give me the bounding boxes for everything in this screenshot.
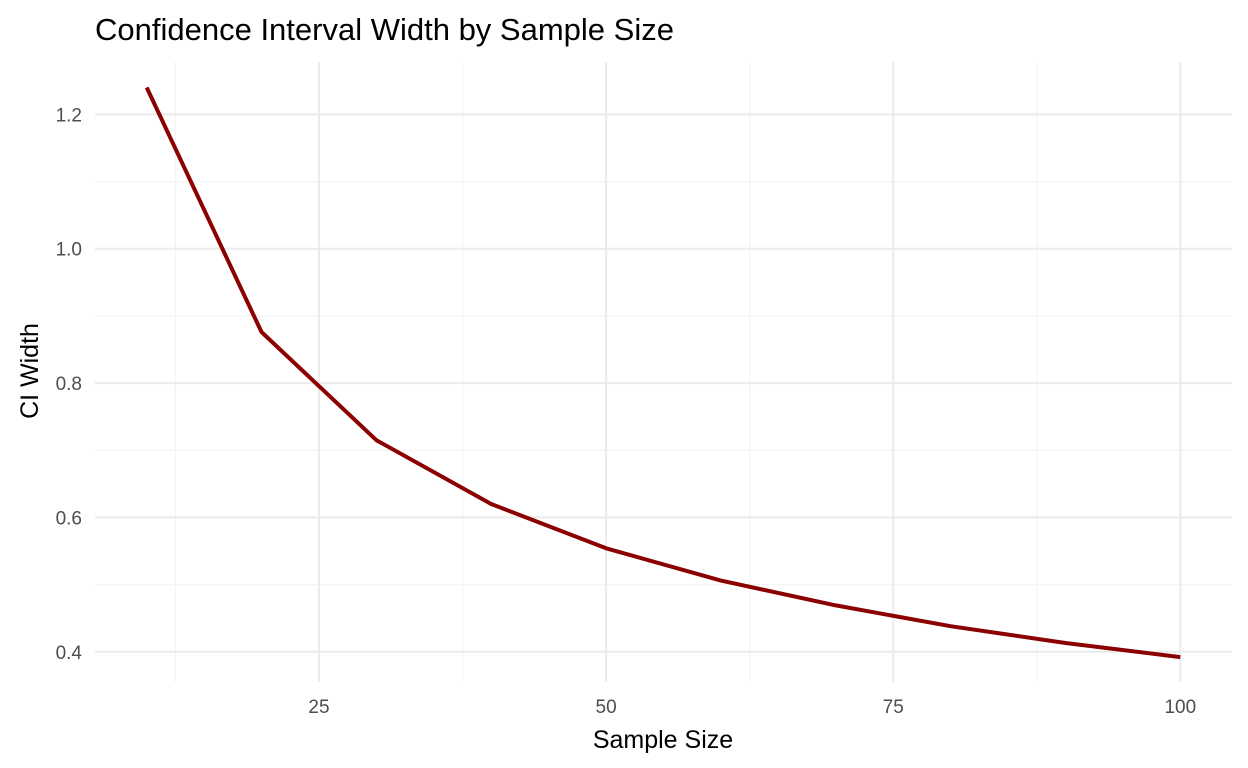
- grid: [95, 62, 1232, 682]
- y-tick-label: 0.8: [56, 374, 82, 395]
- x-tick-label: 75: [883, 697, 904, 718]
- x-tick-label: 50: [596, 697, 617, 718]
- y-tick-label: 1.0: [56, 240, 82, 261]
- x-axis-title: Sample Size: [593, 726, 733, 754]
- y-tick-label: 0.4: [56, 643, 83, 664]
- y-tick-label: 0.6: [56, 508, 82, 529]
- chart-title: Confidence Interval Width by Sample Size: [95, 12, 674, 47]
- y-tick-label: 1.2: [56, 105, 82, 126]
- y-axis-title: CI Width: [16, 323, 44, 419]
- x-tick-label: 100: [1164, 697, 1196, 718]
- series-layer: [144, 86, 1181, 660]
- series-line: [144, 86, 1181, 660]
- tick-labels: 25 50 75 100 0.4 0.6 0.8 1.0 1.2: [56, 105, 1197, 718]
- x-tick-label: 25: [308, 697, 329, 718]
